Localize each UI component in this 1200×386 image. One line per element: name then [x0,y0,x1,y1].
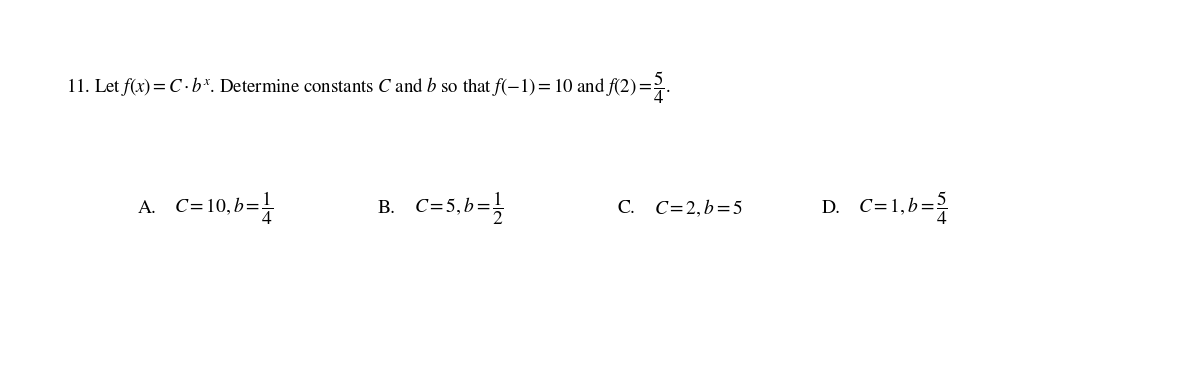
Text: 11. Let $f(x) = C \cdot b^x$. Determine constants $C$ and $b$ so that $f(-1) = 1: 11. Let $f(x) = C \cdot b^x$. Determine … [66,69,671,106]
Text: $C = 5, b = \dfrac{1}{2}$: $C = 5, b = \dfrac{1}{2}$ [414,190,504,227]
Text: A.: A. [138,200,157,217]
Text: C.: C. [618,200,636,217]
Text: B.: B. [378,200,396,217]
Text: D.: D. [822,200,841,217]
Text: $C = 1, b = \dfrac{5}{4}$: $C = 1, b = \dfrac{5}{4}$ [858,190,948,227]
Text: $C = 10, b = \dfrac{1}{4}$: $C = 10, b = \dfrac{1}{4}$ [174,190,274,227]
Text: $C = 2, b = 5$: $C = 2, b = 5$ [654,198,743,219]
